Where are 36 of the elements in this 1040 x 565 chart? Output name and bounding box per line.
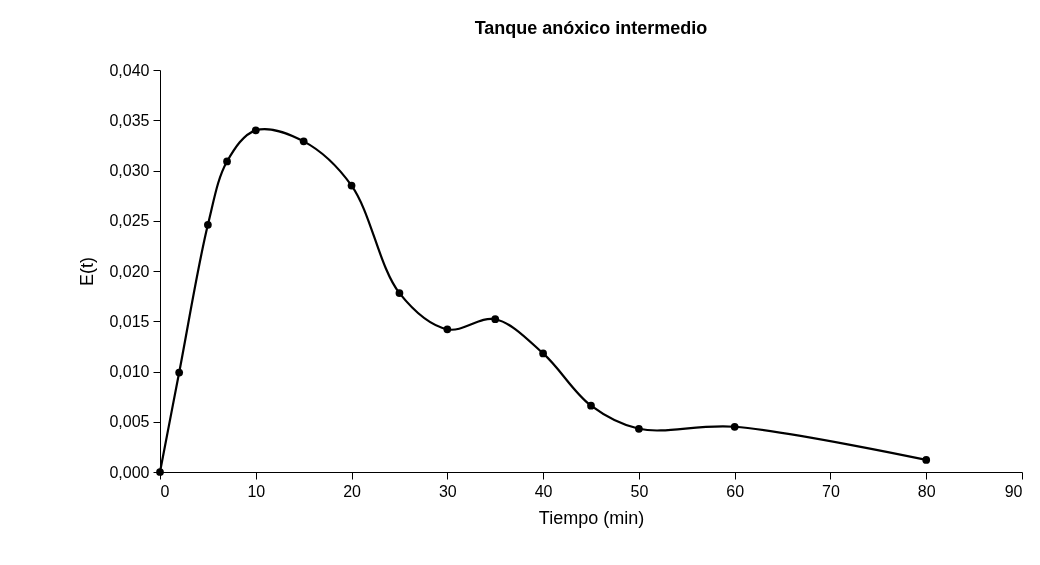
point (299, 137, 308, 146)
x-axis-title: Tiempo (min) (538, 507, 645, 528)
point (347, 181, 356, 190)
y-tick-label: 0,010 (109, 363, 150, 380)
chart-title: Tanque anóxico intermedio (474, 18, 708, 38)
y-tick-label: 0,040 (109, 61, 150, 79)
y-tick-label: 0,015 (109, 312, 150, 330)
y-axis-title: E(t) (77, 257, 98, 286)
point (730, 422, 739, 431)
x-tick-label: 70 (822, 482, 840, 500)
y-tick-label: 0,025 (109, 212, 150, 230)
point (175, 368, 184, 377)
x-tick-label: 20 (343, 482, 362, 500)
y-tick-label: 0,005 (109, 413, 150, 431)
point (587, 401, 595, 410)
point (635, 424, 643, 433)
y-tick-label: 0,035 (109, 111, 150, 129)
x-tick-label: 90 (1004, 482, 1023, 500)
x-tick-label: 50 (630, 482, 649, 500)
x-tick-label: 60 (726, 482, 745, 500)
point (251, 126, 260, 135)
y-tick-label: 0,000 (109, 463, 150, 481)
x-tick-label: 80 (917, 482, 936, 500)
point (922, 456, 931, 464)
x-tick-label: 10 (247, 482, 266, 500)
x-tick-label: 30 (438, 482, 457, 500)
point (443, 325, 452, 334)
y-tick-label: 0,020 (109, 262, 150, 280)
x-tick-label: 40 (534, 482, 553, 500)
y-tick-label: 0,030 (109, 162, 150, 179)
point (223, 157, 231, 166)
point (395, 289, 404, 297)
point (491, 315, 500, 324)
x-tick-label: 0 (160, 482, 170, 500)
point (539, 349, 547, 358)
point (204, 220, 212, 229)
